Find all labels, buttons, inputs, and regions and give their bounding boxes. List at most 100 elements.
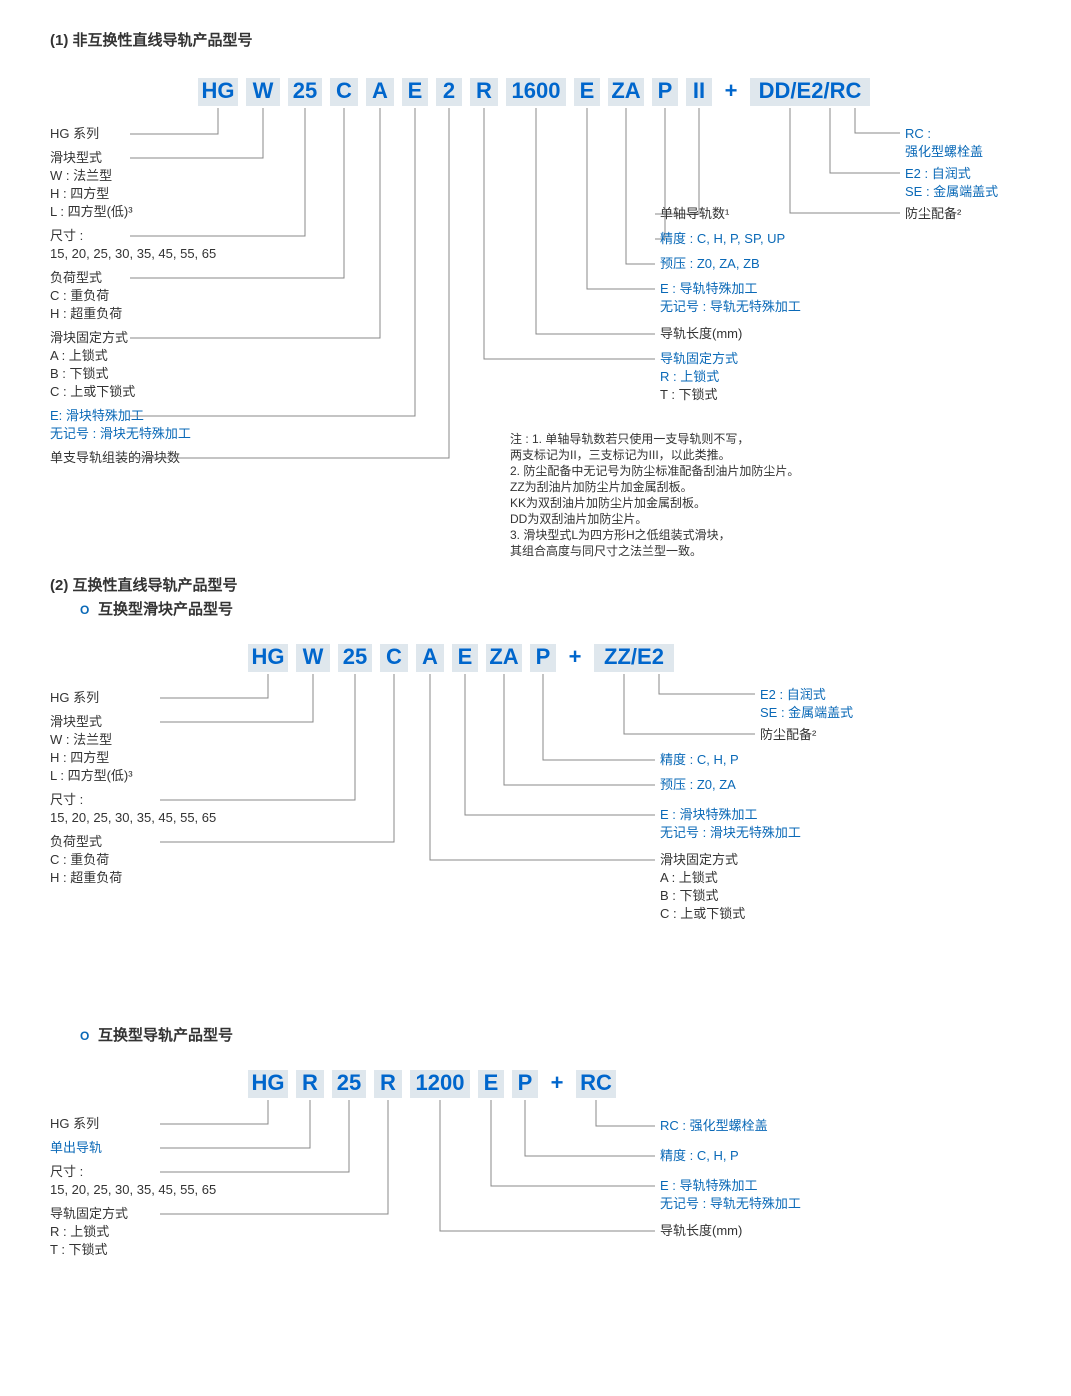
svg-text:注 : 1. 单轴导轨数若只使用一支导轨则不写，: 注 : 1. 单轴导轨数若只使用一支导轨则不写，: [510, 431, 749, 446]
svg-text:无记号 : 滑块无特殊加工: 无记号 : 滑块无特殊加工: [50, 426, 191, 441]
svg-text:B : 下锁式: B : 下锁式: [50, 366, 109, 381]
svg-text:导轨固定方式: 导轨固定方式: [50, 1206, 128, 1221]
svg-text:R: R: [476, 78, 492, 103]
svg-text:R: R: [302, 1070, 318, 1095]
svg-text:滑块型式: 滑块型式: [50, 150, 102, 165]
svg-text:SE : 金属端盖式: SE : 金属端盖式: [760, 705, 853, 720]
svg-text:W : 法兰型: W : 法兰型: [50, 168, 112, 183]
svg-text:ZZ为刮油片加防尘片加金属刮板。: ZZ为刮油片加防尘片加金属刮板。: [510, 479, 693, 494]
svg-text:ZA: ZA: [611, 78, 640, 103]
svg-text:SE : 金属端盖式: SE : 金属端盖式: [905, 184, 998, 199]
svg-text:C: C: [336, 78, 352, 103]
svg-text:强化型螺栓盖: 强化型螺栓盖: [905, 144, 983, 159]
svg-text:DD为双刮油片加防尘片。: DD为双刮油片加防尘片。: [510, 511, 647, 526]
svg-text:RC :: RC :: [905, 126, 931, 141]
svg-text:负荷型式: 负荷型式: [50, 834, 102, 849]
svg-text:II: II: [693, 78, 705, 103]
svg-text:导轨长度(mm): 导轨长度(mm): [660, 326, 742, 341]
svg-text:15, 20, 25, 30, 35, 45, 55, 65: 15, 20, 25, 30, 35, 45, 55, 65: [50, 246, 216, 261]
svg-text:A : 上锁式: A : 上锁式: [50, 348, 108, 363]
svg-text:互换型滑块产品型号: 互换型滑块产品型号: [98, 600, 233, 618]
svg-text:T : 下锁式: T : 下锁式: [660, 387, 718, 402]
svg-text:精度 : C, H, P: 精度 : C, H, P: [660, 752, 739, 767]
svg-text:+: +: [551, 1070, 564, 1095]
svg-text:C : 上或下锁式: C : 上或下锁式: [660, 906, 745, 921]
svg-text:RC : 强化型螺栓盖: RC : 强化型螺栓盖: [660, 1118, 768, 1133]
svg-text:导轨长度(mm): 导轨长度(mm): [660, 1223, 742, 1238]
svg-text:其组合高度与同尺寸之法兰型一致。: 其组合高度与同尺寸之法兰型一致。: [510, 543, 702, 558]
svg-text:预压 : Z0, ZA: 预压 : Z0, ZA: [660, 777, 736, 792]
svg-text:E : 导轨特殊加工: E : 导轨特殊加工: [660, 281, 758, 296]
svg-text:E: E: [408, 78, 423, 103]
svg-text:预压 : Z0, ZA, ZB: 预压 : Z0, ZA, ZB: [660, 256, 760, 271]
svg-text:E2 : 自润式: E2 : 自润式: [905, 166, 971, 181]
svg-text:R: R: [380, 1070, 396, 1095]
svg-text:精度 : C, H, P: 精度 : C, H, P: [660, 1148, 739, 1163]
svg-text:HG: HG: [202, 78, 235, 103]
svg-text:15, 20, 25, 30, 35, 45, 55, 65: 15, 20, 25, 30, 35, 45, 55, 65: [50, 1182, 216, 1197]
svg-text:A: A: [372, 78, 388, 103]
svg-text:+: +: [725, 78, 738, 103]
svg-text:KK为双刮油片加防尘片加金属刮板。: KK为双刮油片加防尘片加金属刮板。: [510, 495, 706, 510]
svg-text:防尘配备²: 防尘配备²: [760, 727, 817, 742]
svg-text:HG 系列: HG 系列: [50, 690, 99, 705]
svg-text:(2) 互换性直线导轨产品型号: (2) 互换性直线导轨产品型号: [50, 576, 238, 594]
svg-text:尺寸 :: 尺寸 :: [50, 792, 83, 807]
svg-text:2. 防尘配备中无记号为防尘标准配备刮油片加防尘片。: 2. 防尘配备中无记号为防尘标准配备刮油片加防尘片。: [510, 463, 799, 478]
svg-text:R : 上锁式: R : 上锁式: [50, 1224, 109, 1239]
svg-text:ZZ/E2: ZZ/E2: [604, 644, 664, 669]
svg-text:W: W: [303, 644, 324, 669]
svg-text:DD/E2/RC: DD/E2/RC: [759, 78, 862, 103]
svg-text:O: O: [80, 1029, 89, 1043]
svg-text:L : 四方型(低)³: L : 四方型(低)³: [50, 204, 133, 219]
svg-text:HG: HG: [252, 644, 285, 669]
svg-text:A: A: [422, 644, 438, 669]
svg-text:15, 20, 25, 30, 35, 45, 55, 65: 15, 20, 25, 30, 35, 45, 55, 65: [50, 810, 216, 825]
svg-text:H : 四方型: H : 四方型: [50, 186, 109, 201]
svg-text:HG: HG: [252, 1070, 285, 1095]
svg-text:H : 四方型: H : 四方型: [50, 750, 109, 765]
svg-text:滑块固定方式: 滑块固定方式: [660, 852, 738, 867]
svg-text:1200: 1200: [416, 1070, 465, 1095]
svg-text:O: O: [80, 603, 89, 617]
svg-text:E2 : 自润式: E2 : 自润式: [760, 687, 826, 702]
svg-text:尺寸 :: 尺寸 :: [50, 1164, 83, 1179]
svg-text:C: C: [386, 644, 402, 669]
svg-text:C : 重负荷: C : 重负荷: [50, 288, 109, 303]
svg-text:导轨固定方式: 导轨固定方式: [660, 351, 738, 366]
svg-text:T : 下锁式: T : 下锁式: [50, 1242, 108, 1257]
svg-text:互换型导轨产品型号: 互换型导轨产品型号: [98, 1026, 233, 1044]
svg-text:H : 超重负荷: H : 超重负荷: [50, 306, 122, 321]
svg-text:负荷型式: 负荷型式: [50, 270, 102, 285]
svg-text:3. 滑块型式L为四方形H之低组装式滑块，: 3. 滑块型式L为四方形H之低组装式滑块，: [510, 527, 731, 542]
svg-text:B : 下锁式: B : 下锁式: [660, 888, 719, 903]
svg-text:无记号 : 导轨无特殊加工: 无记号 : 导轨无特殊加工: [660, 299, 801, 314]
svg-text:R : 上锁式: R : 上锁式: [660, 369, 719, 384]
svg-text:25: 25: [343, 644, 367, 669]
svg-text:P: P: [536, 644, 551, 669]
svg-text:2: 2: [443, 78, 455, 103]
svg-text:E: E: [484, 1070, 499, 1095]
svg-text:RC: RC: [580, 1070, 612, 1095]
svg-text:1600: 1600: [512, 78, 561, 103]
svg-text:W: W: [253, 78, 274, 103]
svg-text:滑块型式: 滑块型式: [50, 714, 102, 729]
svg-text:C : 重负荷: C : 重负荷: [50, 852, 109, 867]
svg-text:P: P: [658, 78, 673, 103]
svg-text:滑块固定方式: 滑块固定方式: [50, 330, 128, 345]
svg-text:无记号 : 滑块无特殊加工: 无记号 : 滑块无特殊加工: [660, 825, 801, 840]
svg-text:E : 滑块特殊加工: E : 滑块特殊加工: [660, 807, 758, 822]
svg-text:E: E: [458, 644, 473, 669]
svg-text:尺寸 :: 尺寸 :: [50, 228, 83, 243]
svg-text:H : 超重负荷: H : 超重负荷: [50, 870, 122, 885]
svg-text:P: P: [518, 1070, 533, 1095]
svg-text:E : 导轨特殊加工: E : 导轨特殊加工: [660, 1178, 758, 1193]
svg-text:W : 法兰型: W : 法兰型: [50, 732, 112, 747]
svg-text:HG 系列: HG 系列: [50, 126, 99, 141]
svg-text:25: 25: [293, 78, 317, 103]
svg-text:HG 系列: HG 系列: [50, 1116, 99, 1131]
svg-text:单轴导轨数¹: 单轴导轨数¹: [660, 206, 730, 221]
svg-text:(1) 非互换性直线导轨产品型号: (1) 非互换性直线导轨产品型号: [50, 31, 253, 49]
svg-text:单出导轨: 单出导轨: [50, 1140, 102, 1155]
svg-text:ZA: ZA: [489, 644, 518, 669]
